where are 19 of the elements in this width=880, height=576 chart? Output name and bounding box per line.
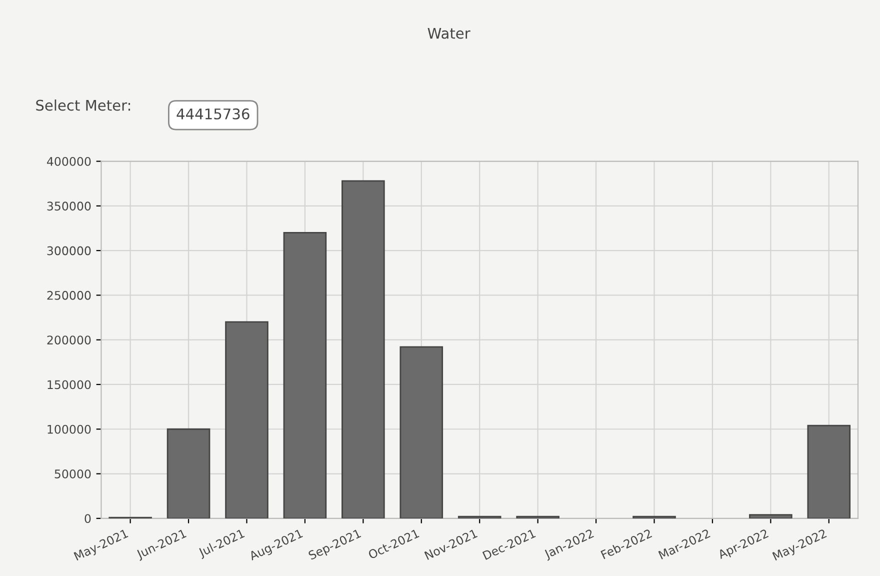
chart-title: Water (428, 28, 470, 39)
bar (342, 180, 385, 518)
y-tick-label: 100000 (48, 424, 91, 434)
bar (166, 428, 210, 518)
y-tick-label: 400000 (46, 157, 91, 166)
y-tick-label: 250000 (47, 290, 91, 300)
y-tick-label: 300000 (47, 246, 91, 256)
y-tick-label: 0 (84, 514, 91, 524)
bar (225, 321, 268, 518)
bar (400, 346, 444, 518)
y-tick-label: 150000 (48, 380, 91, 390)
bar (749, 514, 792, 518)
bar (283, 232, 327, 518)
y-tick-label: 200000 (47, 336, 91, 344)
text: 44415736 (176, 108, 250, 120)
y-tick-label: 50000 (54, 469, 91, 478)
text: Select Meter: (36, 100, 130, 111)
bar (807, 424, 851, 518)
y-tick-label: 350000 (47, 202, 91, 211)
